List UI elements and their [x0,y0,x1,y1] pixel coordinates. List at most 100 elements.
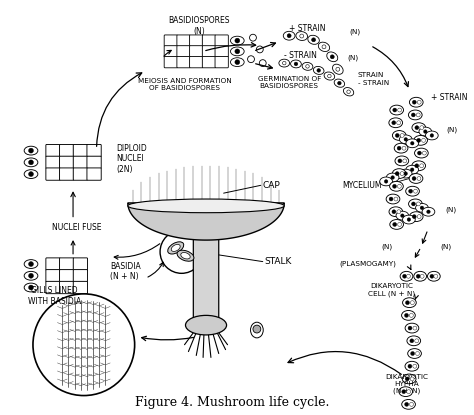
Circle shape [411,113,415,117]
Ellipse shape [128,199,284,213]
Text: + STRAIN: + STRAIN [289,24,326,33]
Circle shape [404,172,408,176]
Text: (N): (N) [447,126,458,133]
FancyBboxPatch shape [46,258,60,270]
Text: DIKARYOTIC
CELL (N + N): DIKARYOTIC CELL (N + N) [368,283,415,297]
Text: GILLS LINED
WITH BASIDIA: GILLS LINED WITH BASIDIA [28,286,81,305]
Text: (N): (N) [440,244,451,250]
Ellipse shape [386,173,399,182]
Text: - STRAIN: - STRAIN [284,51,317,60]
Ellipse shape [406,139,419,148]
Text: (N): (N) [445,207,456,213]
Circle shape [413,364,417,368]
FancyBboxPatch shape [46,144,60,157]
Ellipse shape [414,271,427,281]
FancyBboxPatch shape [60,168,74,180]
Circle shape [397,184,401,188]
FancyBboxPatch shape [46,270,60,282]
Ellipse shape [428,271,440,281]
Circle shape [402,146,406,150]
Circle shape [391,176,394,179]
Circle shape [294,62,298,66]
Ellipse shape [24,158,38,167]
Text: Figure 4. Mushroom life cycle.: Figure 4. Mushroom life cycle. [135,396,329,409]
Circle shape [410,168,414,171]
Circle shape [410,301,414,305]
Circle shape [253,325,261,333]
Circle shape [417,100,421,104]
Circle shape [300,34,304,38]
FancyBboxPatch shape [215,56,228,68]
Circle shape [397,210,401,214]
Circle shape [398,159,402,163]
Ellipse shape [395,156,409,166]
FancyBboxPatch shape [190,46,203,57]
Circle shape [28,160,34,165]
Ellipse shape [24,170,38,178]
Ellipse shape [399,169,412,178]
Text: BASIDIOSPORES
(N): BASIDIOSPORES (N) [168,16,230,36]
Circle shape [410,377,414,381]
Ellipse shape [279,59,290,67]
Circle shape [416,113,420,117]
Ellipse shape [324,72,335,80]
Circle shape [424,130,427,133]
FancyBboxPatch shape [202,35,216,46]
FancyBboxPatch shape [46,156,60,168]
Ellipse shape [426,131,438,140]
Circle shape [402,390,406,393]
Circle shape [397,146,401,150]
Circle shape [417,138,420,142]
Ellipse shape [390,105,403,115]
Circle shape [393,222,397,227]
FancyBboxPatch shape [73,144,88,157]
FancyBboxPatch shape [73,281,88,294]
Text: (PLASMOGAMY): (PLASMOGAMY) [339,260,396,267]
Circle shape [420,206,424,210]
Circle shape [28,273,34,278]
Ellipse shape [402,412,416,415]
Circle shape [427,210,430,213]
Circle shape [336,67,340,71]
Circle shape [389,197,393,201]
Circle shape [405,301,410,305]
Ellipse shape [327,52,338,62]
Ellipse shape [412,161,426,171]
Ellipse shape [251,322,263,338]
FancyBboxPatch shape [164,56,177,68]
Ellipse shape [296,32,308,40]
Circle shape [404,313,409,317]
Text: MYCELIUM: MYCELIUM [343,181,382,190]
Circle shape [421,138,426,142]
Circle shape [235,60,240,65]
Circle shape [416,202,420,206]
Ellipse shape [405,361,419,371]
Circle shape [398,108,401,112]
Ellipse shape [319,42,329,51]
Ellipse shape [400,271,413,281]
Text: STALK: STALK [264,257,292,266]
Circle shape [422,151,426,155]
Ellipse shape [283,31,295,40]
Circle shape [405,403,409,406]
Circle shape [419,164,424,168]
Circle shape [430,134,434,137]
Circle shape [160,230,203,273]
Circle shape [395,172,399,176]
Circle shape [392,210,396,214]
Ellipse shape [399,387,412,397]
Circle shape [28,148,34,153]
FancyBboxPatch shape [202,56,216,68]
Ellipse shape [230,58,244,66]
FancyBboxPatch shape [87,156,101,168]
Text: (N): (N) [382,244,392,250]
Circle shape [330,55,334,59]
Ellipse shape [390,181,403,191]
Circle shape [235,38,240,43]
Circle shape [401,214,404,217]
FancyBboxPatch shape [46,168,60,180]
Ellipse shape [394,143,408,153]
Ellipse shape [389,207,403,217]
Circle shape [410,313,413,317]
FancyBboxPatch shape [60,281,74,294]
